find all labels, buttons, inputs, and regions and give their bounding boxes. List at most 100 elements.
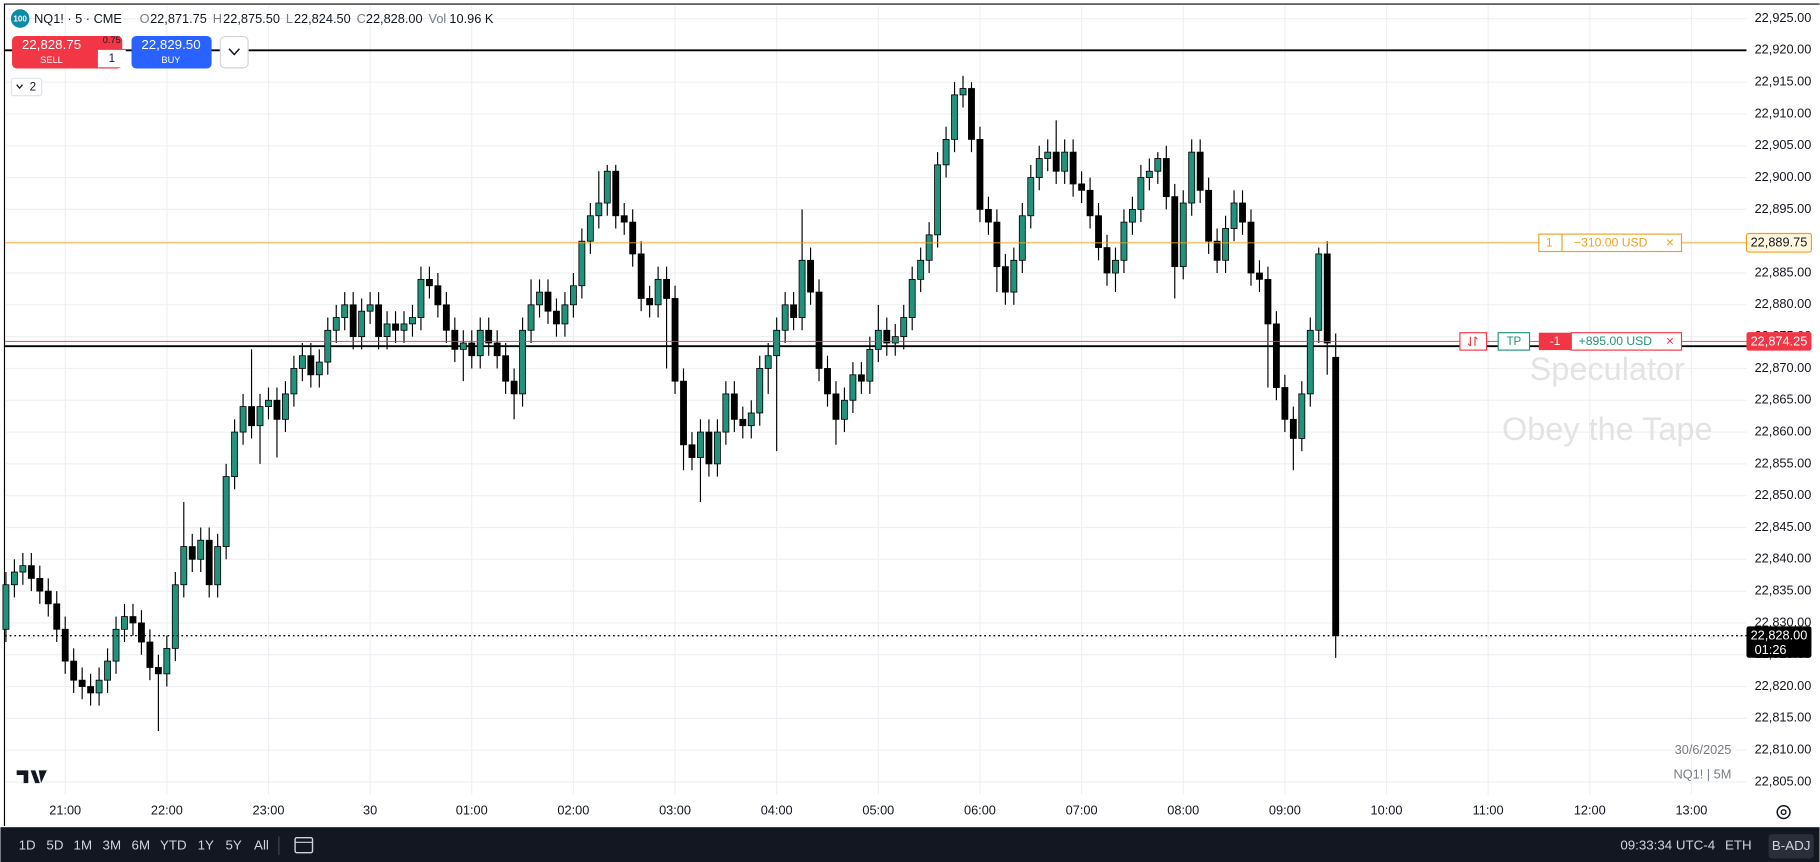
plot	[2, 49, 1747, 732]
candle-body	[603, 170, 611, 204]
candle-body	[849, 374, 857, 401]
settings-button[interactable]	[1776, 804, 1791, 820]
candle-body	[900, 317, 908, 338]
candle-body	[205, 539, 213, 586]
candle-body	[1086, 189, 1094, 217]
range-button[interactable]: 5Y	[225, 837, 241, 852]
logo[interactable]	[16, 770, 47, 784]
price-axis-label: 22,874.25	[1751, 333, 1808, 348]
gear-inner	[1780, 809, 1787, 816]
candle-body	[19, 565, 27, 573]
clock[interactable]: 09:33:34 UTC-4	[1620, 837, 1715, 852]
candle-body	[934, 164, 942, 236]
panel-toggle[interactable]	[219, 35, 249, 69]
y-tick-label: 22,880.00	[1755, 296, 1812, 311]
adjustment[interactable]: B-ADJ	[1772, 838, 1811, 853]
candle-body	[553, 310, 560, 325]
range-button[interactable]: 5D	[46, 837, 63, 852]
adjust-bg[interactable]	[1768, 834, 1814, 859]
candle-body	[1137, 177, 1145, 210]
candle-body	[697, 431, 704, 458]
order-pnl: −310.00 USD	[1574, 236, 1648, 250]
sell-button[interactable]: 22,828.75 SELL	[12, 35, 123, 69]
pnl-box[interactable]	[1570, 332, 1683, 351]
range-button[interactable]: 1M	[74, 837, 93, 852]
candle-body	[1315, 253, 1323, 331]
candle-body	[383, 323, 391, 338]
buy-bg	[131, 35, 212, 69]
candle-body	[27, 565, 35, 579]
candle-body	[290, 368, 298, 395]
x-tick-label: 01:00	[456, 802, 488, 817]
price-axis-label: 22,889.75	[1751, 235, 1808, 250]
order-box[interactable]	[1538, 233, 1683, 253]
y-tick-label: 22,840.00	[1755, 551, 1812, 566]
range-button[interactable]: YTD	[160, 837, 187, 852]
candle-body	[146, 641, 154, 668]
watermark-line1: Speculator	[1530, 351, 1685, 387]
candle-body	[256, 406, 264, 427]
candle-body	[307, 355, 315, 376]
goto-date-button[interactable]	[294, 836, 314, 854]
candle-body	[349, 304, 357, 338]
symbol[interactable]: NQ1! · 5 · CME	[34, 11, 122, 26]
candle-body	[70, 660, 78, 681]
sell-bg	[12, 35, 123, 69]
candle-body	[87, 686, 95, 694]
y-tick-label: 22,870.00	[1755, 360, 1812, 375]
tp-box[interactable]	[1497, 332, 1531, 351]
quantity-box[interactable]	[97, 49, 126, 68]
symbol-interval: NQ1! | 5M	[1674, 766, 1732, 781]
candle-body	[891, 336, 899, 344]
order-close[interactable]: ×	[1666, 234, 1674, 250]
candle-body	[544, 291, 552, 312]
sell-price: 22,828.75	[22, 37, 81, 52]
range-button[interactable]: 1D	[19, 837, 36, 852]
candle-body	[824, 368, 831, 395]
session[interactable]: ETH	[1725, 837, 1752, 852]
candle-body	[485, 329, 493, 344]
candle-body	[993, 221, 1001, 268]
range-button[interactable]: 3M	[103, 837, 122, 852]
watermark-line2: Obey the Tape	[1502, 411, 1713, 447]
candle-body	[1230, 202, 1238, 229]
range-button[interactable]: 6M	[132, 837, 151, 852]
symbol-badge	[10, 9, 30, 28]
x-tick-label: 03:00	[659, 802, 691, 817]
o-label: O	[140, 11, 150, 26]
reverse-button[interactable]	[1459, 332, 1488, 351]
candle-body	[493, 342, 501, 357]
range-button[interactable]: 1Y	[198, 837, 214, 852]
candle-body	[1078, 183, 1086, 191]
candle-body	[713, 431, 721, 465]
x-tick-label: 12:00	[1574, 802, 1606, 817]
order-close[interactable]: ×	[1666, 333, 1674, 349]
candle-body	[908, 278, 916, 318]
candle-body	[392, 323, 399, 331]
candle-body	[527, 304, 535, 331]
candle-body	[1010, 259, 1018, 293]
candle-body	[231, 431, 239, 478]
candle-body	[78, 679, 86, 687]
x-tick-label: 09:00	[1269, 802, 1301, 817]
candle-body	[1213, 240, 1221, 261]
candle-body	[569, 285, 577, 306]
candle-body	[1069, 151, 1077, 185]
candle-body	[95, 679, 103, 694]
chevron	[228, 48, 240, 56]
candle-body	[61, 628, 69, 662]
l-value: 22,824.50	[294, 11, 351, 26]
indicators-toggle[interactable]: 2	[10, 77, 43, 97]
indicators-bg	[10, 77, 43, 97]
range-button[interactable]: All	[254, 837, 269, 852]
countdown: 01:26	[1755, 642, 1787, 657]
spread: 0.75	[103, 35, 121, 45]
price-axis-box	[1746, 332, 1812, 351]
h-label: H	[213, 11, 222, 26]
buy-button[interactable]: 22,829.50 BUY	[131, 35, 212, 69]
candle-body	[654, 278, 662, 306]
candle-body	[222, 476, 230, 547]
candle-body	[510, 380, 518, 395]
candle-body	[968, 88, 975, 140]
candle-body	[409, 317, 416, 325]
